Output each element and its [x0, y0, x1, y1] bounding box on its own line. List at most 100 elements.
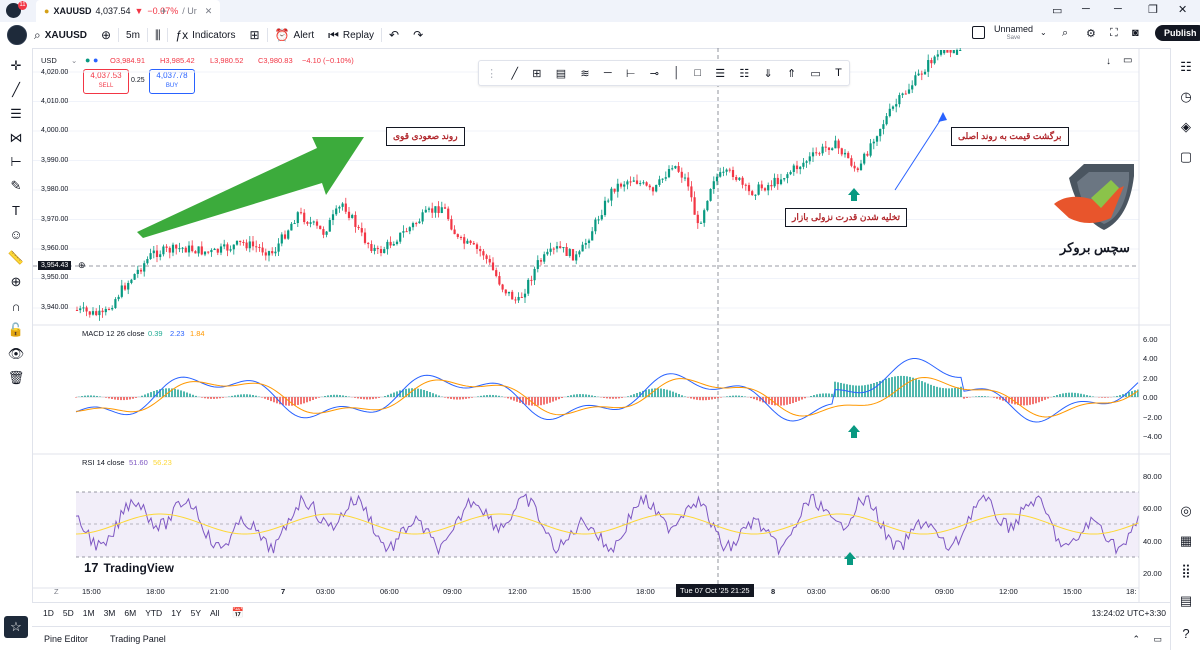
macd-bar: [366, 397, 368, 399]
annotation-return-main-trend[interactable]: برگشت قیمت به روند اصلی: [951, 127, 1069, 146]
parallel-channel-icon[interactable]: ▤: [556, 67, 566, 80]
publish-button[interactable]: Publish: [1155, 25, 1200, 41]
chart-lines-icon[interactable]: ▤: [1171, 586, 1200, 616]
emoji-tool-icon[interactable]: ☺: [0, 222, 32, 246]
alert-button[interactable]: ⏰ Alert: [268, 22, 322, 48]
trash-icon[interactable]: 🗑: [0, 366, 32, 390]
help-icon[interactable]: ?: [1171, 618, 1200, 648]
text-tool-icon[interactable]: T: [0, 198, 32, 222]
horizontal-line-icon[interactable]: ⊸: [650, 67, 659, 80]
chevron-up-icon[interactable]: ⌃: [1132, 634, 1140, 645]
measure-tool-icon[interactable]: ⊢: [0, 150, 32, 174]
macd-bar: [315, 397, 317, 399]
favorites-icon[interactable]: ☆: [4, 616, 28, 638]
annotation-strong-uptrend[interactable]: روند صعودی قوی: [386, 127, 465, 146]
calendar-icon[interactable]: ▦: [1171, 526, 1200, 556]
chevron-down-icon[interactable]: ⌄: [1040, 28, 1047, 37]
tradingview-watermark[interactable]: 17 TradingView: [84, 560, 174, 575]
arrow-up-marker-icon[interactable]: ⇑: [787, 67, 796, 80]
timeframe-button[interactable]: 3M: [104, 608, 116, 618]
macd-bar: [753, 397, 755, 399]
grid-tool-icon[interactable]: ⊞: [532, 67, 541, 80]
active-tab[interactable]: ● XAUUSD 4,037.54 ▼ −0.07% / Ur ✕: [36, 0, 220, 22]
fullscreen-icon[interactable]: ⛶: [1110, 27, 1118, 40]
fib-tool-icon[interactable]: ☰: [0, 102, 32, 126]
minimize2-icon[interactable]: ─: [1114, 3, 1122, 15]
quick-search-icon[interactable]: ⌕: [1062, 27, 1068, 40]
watchlist-icon[interactable]: ☷: [1171, 52, 1200, 82]
layout-checkbox[interactable]: [972, 26, 985, 39]
macd-bar: [447, 397, 449, 398]
timeframe-button[interactable]: 5Y: [191, 608, 201, 618]
candle-body: [892, 107, 894, 109]
alerts-clock-icon[interactable]: ◷: [1171, 82, 1200, 112]
layout-name-button[interactable]: Unnamed Save: [994, 25, 1033, 43]
text-icon[interactable]: T: [835, 67, 842, 79]
pine-editor-tab[interactable]: Pine Editor: [44, 634, 88, 644]
maximize-icon[interactable]: ❐: [1148, 3, 1158, 16]
fib-icon[interactable]: ☰: [715, 67, 725, 80]
clock-label[interactable]: 13:24:02 UTC+3:30: [1092, 608, 1166, 618]
chart-type-button[interactable]: ⫼: [148, 22, 168, 48]
eye-icon[interactable]: 👁: [0, 342, 32, 366]
zoom-in-icon[interactable]: ⊕: [0, 270, 32, 294]
annotation-bearish-exhaustion[interactable]: تخلیه شدن قدرت نزولی بازار: [785, 208, 907, 227]
target-icon[interactable]: ◎: [1171, 496, 1200, 526]
close-tab-icon[interactable]: ✕: [205, 6, 213, 17]
macd-bar: [636, 393, 638, 397]
symbol-search[interactable]: ⌕ XAUUSD: [27, 22, 94, 48]
lock-icon[interactable]: 🔓: [0, 318, 32, 342]
apps-icon[interactable]: ⣿: [1171, 556, 1200, 586]
templates-button[interactable]: ⊞: [243, 22, 267, 48]
compare-button[interactable]: ⊕: [94, 22, 118, 48]
camera-icon[interactable]: ◙: [1132, 27, 1139, 39]
crosshair-tool-icon[interactable]: ✛: [0, 54, 32, 78]
macd-bar: [432, 393, 434, 397]
add-plus-icon[interactable]: ⊕: [78, 260, 86, 271]
gear-icon[interactable]: ⚙: [1086, 27, 1096, 40]
macd-bar: [936, 387, 938, 397]
macd-bar: [222, 397, 224, 398]
macd-bar: [90, 395, 92, 397]
candle-body: [911, 85, 913, 89]
window-layout-icon[interactable]: ▭: [1052, 4, 1062, 17]
maximize-panel-icon[interactable]: ▭: [1153, 634, 1162, 645]
goto-date-icon[interactable]: 📅: [231, 608, 243, 619]
maximize-pane-icon[interactable]: ▭: [1123, 55, 1132, 66]
timeframe-button[interactable]: 1D: [43, 608, 54, 618]
timeframe-button[interactable]: All: [210, 608, 219, 618]
pitchfork-icon[interactable]: ≋: [580, 67, 589, 80]
scroll-down-icon[interactable]: ↓: [1106, 56, 1111, 67]
profile-avatar[interactable]: [7, 25, 27, 45]
close-window-icon[interactable]: ✕: [1178, 3, 1187, 16]
vertical-line-icon[interactable]: │: [673, 67, 680, 79]
redo-button[interactable]: ↷: [406, 22, 430, 48]
timeframe-button[interactable]: 1Y: [171, 608, 181, 618]
brush-tool-icon[interactable]: ✎: [0, 174, 32, 198]
timeframe-button[interactable]: YTD: [145, 608, 162, 618]
timeframe-button[interactable]: 6M: [124, 608, 136, 618]
new-tab-icon[interactable]: +: [160, 4, 167, 18]
rectangle-icon[interactable]: □: [694, 67, 701, 79]
drag-handle-icon[interactable]: ⋮: [486, 67, 497, 80]
ruler-tool-icon[interactable]: 📏: [0, 246, 32, 270]
horizontal-ray-icon[interactable]: ─: [604, 67, 612, 79]
replay-button[interactable]: ⏮ Replay: [321, 22, 381, 48]
timeframe-button[interactable]: 1M: [83, 608, 95, 618]
magnet-icon[interactable]: ∩: [0, 294, 32, 318]
minimize-icon[interactable]: ─: [1082, 3, 1090, 15]
candle-body: [502, 285, 504, 290]
interval-button[interactable]: 5m: [119, 22, 147, 48]
pattern-tool-icon[interactable]: ⋈: [0, 126, 32, 150]
projection-icon[interactable]: ☷: [739, 67, 749, 80]
timeframe-button[interactable]: 5D: [63, 608, 74, 618]
trading-panel-tab[interactable]: Trading Panel: [110, 634, 166, 644]
indicators-button[interactable]: ƒx Indicators: [168, 22, 242, 48]
callout-icon[interactable]: ▭: [810, 67, 820, 80]
undo-button[interactable]: ↶: [382, 22, 406, 48]
date-range-icon[interactable]: ⊢: [626, 67, 636, 80]
trendline-tool-icon[interactable]: ╱: [0, 78, 32, 102]
trendline-icon[interactable]: ╱: [511, 67, 518, 80]
candle-body: [940, 50, 942, 55]
arrow-down-marker-icon[interactable]: ⇓: [763, 67, 772, 80]
